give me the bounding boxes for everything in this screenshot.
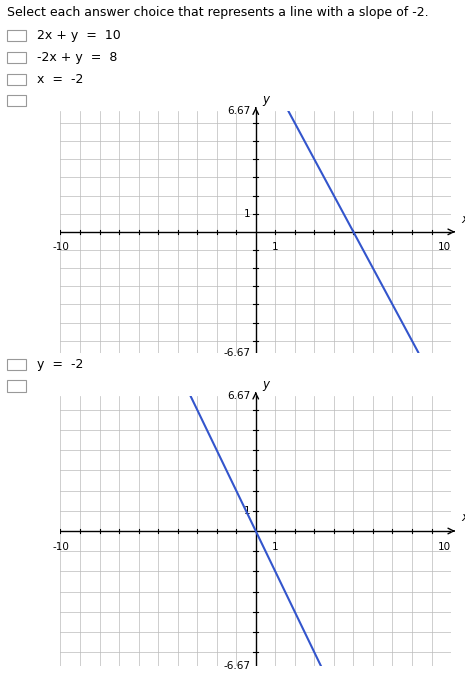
Text: 1: 1 bbox=[244, 209, 251, 219]
Text: 2x + y  =  10: 2x + y = 10 bbox=[37, 29, 121, 43]
FancyBboxPatch shape bbox=[7, 359, 26, 370]
Text: 10: 10 bbox=[438, 542, 451, 552]
FancyBboxPatch shape bbox=[7, 74, 26, 84]
Text: -2x + y  =  8: -2x + y = 8 bbox=[37, 51, 118, 64]
Text: y  =  -2: y = -2 bbox=[37, 358, 84, 371]
Text: -6.67: -6.67 bbox=[224, 661, 251, 671]
Text: 1: 1 bbox=[244, 506, 251, 516]
FancyBboxPatch shape bbox=[7, 95, 26, 106]
Text: 6.67: 6.67 bbox=[228, 391, 251, 401]
FancyBboxPatch shape bbox=[7, 381, 26, 391]
Text: y: y bbox=[263, 93, 270, 106]
Text: 1: 1 bbox=[272, 242, 279, 252]
Text: 6.67: 6.67 bbox=[228, 106, 251, 116]
Text: Select each answer choice that represents a line with a slope of -2.: Select each answer choice that represent… bbox=[7, 5, 429, 19]
Text: x: x bbox=[461, 212, 465, 226]
Text: x  =  -2: x = -2 bbox=[37, 72, 84, 86]
Text: -6.67: -6.67 bbox=[224, 348, 251, 358]
Text: -10: -10 bbox=[52, 542, 69, 552]
Text: -10: -10 bbox=[52, 242, 69, 252]
FancyBboxPatch shape bbox=[7, 30, 26, 41]
FancyBboxPatch shape bbox=[7, 52, 26, 63]
Text: 10: 10 bbox=[438, 242, 451, 252]
Text: 1: 1 bbox=[272, 542, 279, 552]
Text: x: x bbox=[461, 511, 465, 524]
Text: y: y bbox=[263, 378, 270, 391]
